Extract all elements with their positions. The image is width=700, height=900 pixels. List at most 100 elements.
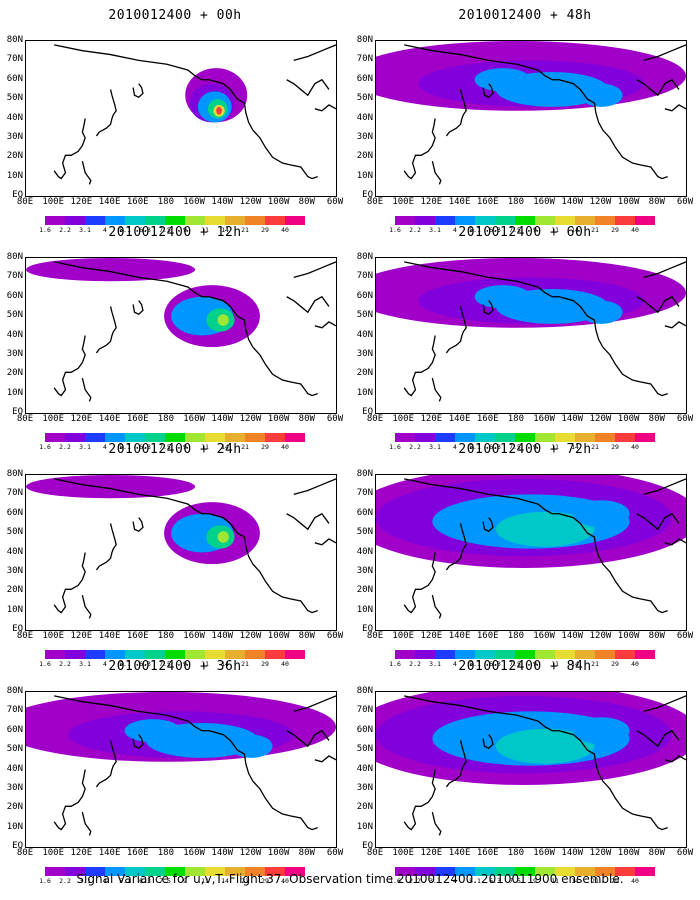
colorbar-swatch xyxy=(515,216,535,225)
lon-tick-label: 140W xyxy=(561,197,584,207)
colorbar-label: 2.2 xyxy=(409,660,421,668)
lon-tick-label: 80W xyxy=(648,631,665,641)
coastline xyxy=(286,295,330,314)
lat-tick-label: 50N xyxy=(356,310,373,321)
lon-tick-label: 100E xyxy=(392,631,415,641)
colorbar-swatch xyxy=(635,650,655,659)
lat-tick-label: 80N xyxy=(6,469,23,479)
colorbar-label: 14 xyxy=(221,443,229,451)
colorbar xyxy=(45,650,305,659)
lat-tick-label: EQ xyxy=(12,407,23,417)
colorbar-label: 4 xyxy=(453,226,457,234)
variance-field-contour xyxy=(495,728,595,764)
lat-tick-label: 10N xyxy=(6,387,23,398)
lon-tick-label: 80E xyxy=(16,414,34,424)
colorbar-label: 29 xyxy=(261,660,269,668)
colorbar-swatch xyxy=(495,650,515,659)
colorbar-swatch xyxy=(455,650,475,659)
colorbar-swatch xyxy=(515,867,535,876)
panel-title: 2010012400 + 00h xyxy=(108,8,242,23)
lon-tick-label: 80W xyxy=(648,414,665,424)
colorbar xyxy=(395,867,655,876)
variance-field-contour xyxy=(474,68,531,92)
colorbar-label: 2.2 xyxy=(409,226,421,234)
colorbar-swatch xyxy=(285,650,305,659)
colorbar-label: 2.2 xyxy=(409,877,421,885)
lon-tick-label: 60W xyxy=(326,848,344,858)
colorbar-label: 5.1 xyxy=(469,877,481,885)
lon-tick-label: 100W xyxy=(617,631,640,641)
colorbar-label: 21 xyxy=(591,877,599,885)
lon-tick-label: 160W xyxy=(533,414,555,424)
colorbar-label: 14 xyxy=(221,226,229,234)
lat-tick-label: 10N xyxy=(6,170,23,181)
colorbar-label: 40 xyxy=(631,660,639,668)
colorbar-label: 29 xyxy=(611,443,619,451)
colorbar-swatch xyxy=(185,216,205,225)
colorbar-swatch xyxy=(575,433,595,442)
colorbar-label: 6.3 xyxy=(139,443,151,451)
colorbar-label: 21 xyxy=(591,443,599,451)
lon-tick-label: 180 xyxy=(157,197,175,207)
coastline xyxy=(53,769,86,831)
colorbar-swatch xyxy=(475,650,495,659)
colorbar-label: 9 xyxy=(533,226,537,234)
colorbar-swatch xyxy=(65,650,85,659)
colorbar-label: 2.2 xyxy=(59,443,71,451)
colorbar-label: 3.1 xyxy=(79,877,91,885)
colorbar-swatch xyxy=(185,867,205,876)
colorbar-swatch xyxy=(225,867,245,876)
lon-tick-label: 80E xyxy=(16,197,34,207)
lon-tick-label: 180 xyxy=(507,197,525,207)
lat-tick-label: 80N xyxy=(6,686,23,696)
lon-tick-label: 120W xyxy=(589,631,612,641)
colorbar-swatch xyxy=(45,867,65,876)
colorbar-label: 11 xyxy=(201,877,209,885)
colorbar-swatch xyxy=(495,867,515,876)
coastline xyxy=(431,377,442,402)
colorbar-label: 7.5 xyxy=(509,877,521,885)
lat-tick-label: 70N xyxy=(6,271,23,282)
lat-tick-label: 50N xyxy=(6,744,23,755)
lat-tick-label: 40N xyxy=(6,546,23,557)
panel-title: 2010012400 + 24h xyxy=(108,442,242,457)
colorbar-label: 7.5 xyxy=(509,443,521,451)
lon-tick-label: 120E xyxy=(70,414,93,424)
colorbar-swatch xyxy=(105,433,125,442)
colorbar-swatch xyxy=(85,650,105,659)
colorbar-swatch xyxy=(395,433,415,442)
colorbar-swatch xyxy=(85,433,105,442)
colorbar-label: 3.1 xyxy=(429,660,441,668)
colorbar-label: 5.1 xyxy=(119,226,131,234)
variance-map xyxy=(25,474,337,631)
colorbar-swatch xyxy=(415,216,435,225)
map-panel: 2010012400 + 12h 80N 70N 60N 50N 40N 30N 20N 10N… xyxy=(5,225,345,451)
colorbar xyxy=(45,867,305,876)
lat-tick-label: 70N xyxy=(6,705,23,716)
colorbar-label: 21 xyxy=(241,660,249,668)
colorbar-swatch xyxy=(575,216,595,225)
colorbar-label: 3.1 xyxy=(429,443,441,451)
coastline xyxy=(643,44,686,62)
colorbar-swatch xyxy=(145,867,165,876)
colorbar-label: 40 xyxy=(281,443,289,451)
lat-tick-label: 60N xyxy=(6,290,23,301)
lat-tick-label: 10N xyxy=(356,387,373,398)
lon-tick-label: 120W xyxy=(239,631,262,641)
colorbar-swatch xyxy=(285,216,305,225)
lat-tick-label: 30N xyxy=(6,565,23,576)
colorbar-swatch xyxy=(45,216,65,225)
lon-tick-label: 180 xyxy=(157,631,175,641)
lat-tick-label: 30N xyxy=(6,131,23,142)
lat-tick-label: 80N xyxy=(356,469,373,479)
coastline xyxy=(643,695,686,713)
lat-tick-label: EQ xyxy=(362,407,373,417)
colorbar-label: 7.5 xyxy=(509,660,521,668)
lon-tick-label: 120E xyxy=(420,631,443,641)
colorbar-label: 4 xyxy=(103,443,107,451)
lon-tick-label: 140E xyxy=(448,197,471,207)
coastline xyxy=(482,734,494,749)
colorbar-label: 40 xyxy=(281,660,289,668)
colorbar-label: 1.6 xyxy=(389,660,401,668)
lat-tick-label: 20N xyxy=(356,585,373,596)
